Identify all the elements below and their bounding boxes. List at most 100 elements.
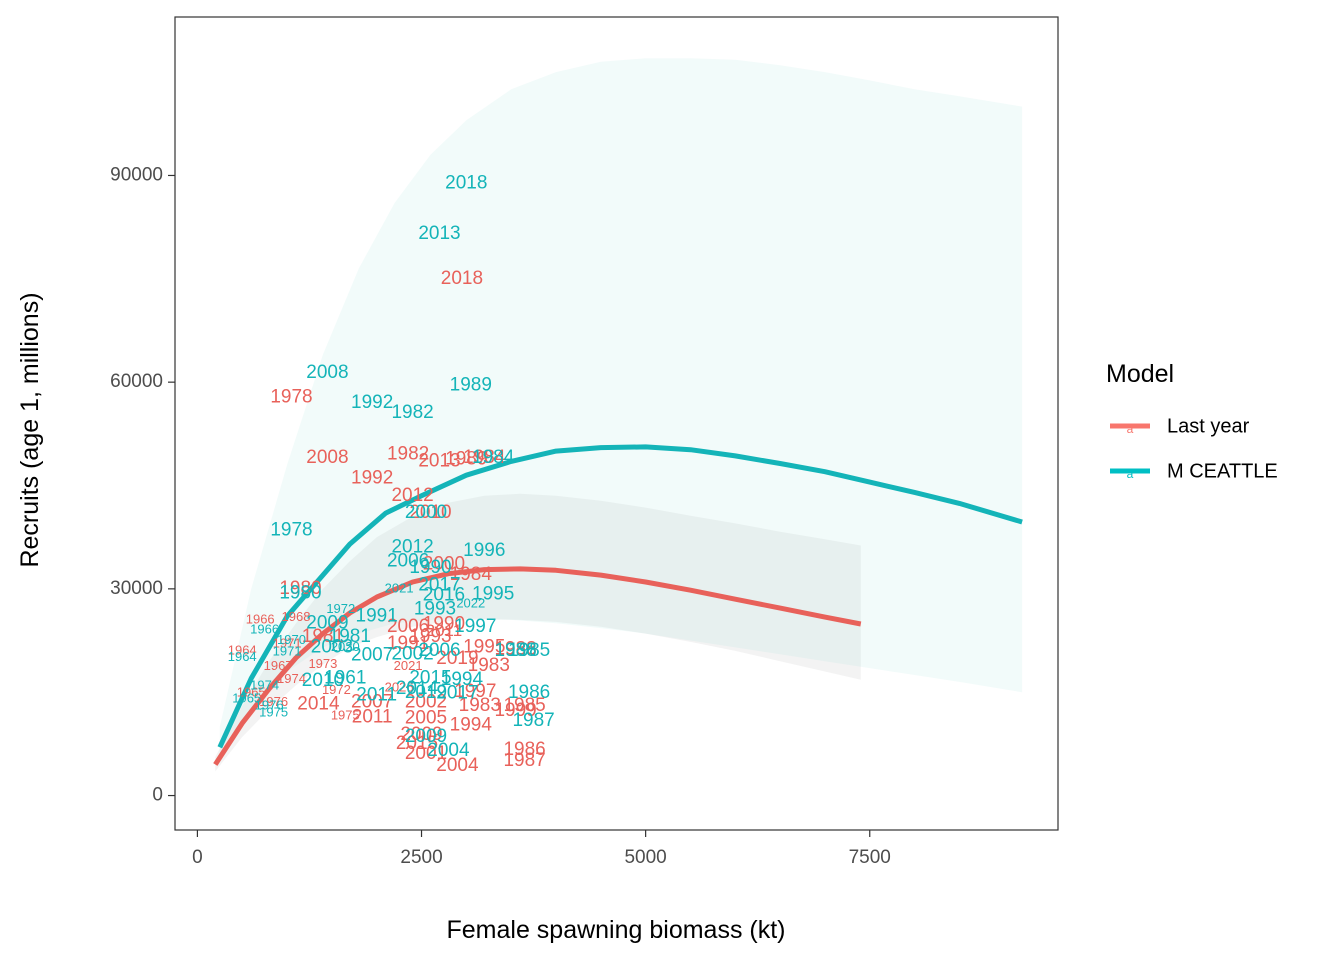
m-ceattle-year-label: 2006 (387, 550, 429, 571)
m-ceattle-year-label: 1982 (391, 402, 433, 423)
m-ceattle-year-label: 2002 (391, 643, 433, 664)
y-axis: 0 30000 60000 90000 (110, 164, 175, 806)
legend: Model a Last year a M CEATTLE (1106, 360, 1278, 482)
x-tick-label: 5000 (624, 847, 666, 868)
m-ceattle-year-label: 1986 (508, 682, 550, 703)
m-ceattle-year-label: 1994 (441, 669, 484, 690)
x-tick-label: 7500 (849, 847, 891, 868)
m-ceattle-year-label: 2009 (306, 612, 348, 633)
last-year-year-label: 1971 (273, 635, 302, 650)
m-ceattle-year-label: 1978 (270, 519, 312, 540)
m-ceattle-year-label: 1980 (279, 583, 321, 604)
last-year-year-label: 1983 (459, 695, 501, 716)
last-year-year-label: 1978 (270, 386, 312, 407)
last-year-year-label: 1984 (463, 447, 506, 468)
last-year-year-label: 2021 (394, 658, 423, 673)
last-year-year-label: 1967 (264, 658, 293, 673)
last-year-year-label: 2000 (423, 554, 465, 575)
m-ceattle-year-label: 2019 (405, 682, 447, 703)
last-year-year-label: 2011 (352, 707, 393, 728)
m-ceattle-year-label: 2017 (436, 683, 478, 704)
last-year-year-label: 2009 (400, 724, 442, 745)
last-year-year-label: 1965 (237, 684, 266, 699)
last-year-year-label: 1985 (503, 695, 545, 716)
last-year-year-label: 1972 (322, 682, 351, 697)
m-ceattle-year-label: 1988 (494, 640, 536, 661)
last-year-year-label: 1983 (468, 655, 510, 676)
last-year-year-label: 1976 (259, 694, 288, 709)
m-ceattle-year-label: 2014 (396, 678, 439, 699)
x-axis: 0 2500 5000 7500 (192, 830, 891, 868)
last-year-year-label: 2012 (391, 485, 433, 506)
y-tick-label: 60000 (110, 371, 163, 392)
y-tick-label: 30000 (110, 578, 163, 599)
m-ceattle-year-label: 1965 (232, 691, 261, 706)
last-year-year-label: 1974 (277, 671, 306, 686)
legend-entries: a Last year a M CEATTLE (1110, 415, 1278, 482)
m-ceattle-year-label: 1964 (228, 649, 257, 664)
last-year-year-label: 2002 (405, 692, 447, 713)
fitted-curves (213, 444, 1023, 766)
y-tick-label: 90000 (110, 164, 163, 185)
m-ceattle-year-label: 2003 (311, 636, 353, 657)
panel-background (175, 17, 1058, 830)
m-ceattle-year-label: 2016 (423, 585, 465, 606)
last-year-year-label: 2018 (441, 268, 483, 289)
x-axis-title: Female spawning biomass (kt) (446, 916, 785, 944)
confidence-ribbons (215, 58, 1023, 772)
panel-border (174, 16, 1059, 831)
last-year-year-label: 1993 (409, 626, 451, 647)
last-year-curve (213, 566, 862, 766)
x-tick-label: 2500 (400, 847, 442, 868)
legend-key-glyph: a (1127, 467, 1134, 481)
last-year-year-label: 2004 (436, 755, 479, 776)
m-ceattle-year-label: 1987 (512, 710, 554, 731)
m-ceattle-year-label: 2010 (302, 670, 344, 691)
m-ceattle-year-label: 1972 (326, 601, 355, 616)
m-ceattle-curve (217, 444, 1023, 749)
m-ceattle-year-label: 1975 (259, 704, 288, 719)
m-ceattle-year-label: 1992 (351, 392, 393, 413)
m-ceattle-year-label: 2021 (385, 580, 414, 595)
last-year-ribbon (215, 493, 861, 772)
last-year-year-label: 1966 (246, 611, 275, 626)
m-ceattle-year-label: 2012 (391, 537, 433, 558)
m-ceattle-year-label: 2000 (405, 502, 447, 523)
last-year-year-label: 2019 (436, 648, 478, 669)
m-ceattle-year-label: 1997 (454, 616, 496, 637)
m-ceattle-year-label: 2004 (427, 740, 470, 761)
m-ceattle-year-label: 2009 (405, 726, 447, 747)
last-year-year-label: 2006 (387, 616, 429, 637)
m-ceattle-year-label: 2011 (356, 685, 397, 706)
last-year-year-label: 1990 (423, 614, 465, 635)
y-tick-label: 0 (152, 785, 163, 806)
m-ceattle-year-label: 1990 (409, 557, 451, 578)
legend-entry-label: Last year (1167, 415, 1250, 437)
last-year-year-label: 2026 (385, 680, 414, 695)
last-year-year-label: 1964 (228, 642, 257, 657)
m-ceattle-ribbon (219, 58, 1023, 758)
last-year-year-label: 1968 (282, 609, 311, 624)
legend-key-glyph: a (1127, 422, 1134, 436)
last-year-year-label: 2015 (396, 733, 438, 754)
last-year-year-label: 1997 (454, 681, 496, 702)
last-year-year-label: 1988 (494, 639, 536, 660)
m-ceattle-year-label: 1981 (329, 626, 371, 647)
last-year-year-label: 1994 (450, 714, 493, 735)
last-year-year-label: 2007 (351, 692, 393, 713)
m-ceattle-year-label: 2008 (306, 362, 348, 383)
m-ceattle-year-label: 1996 (463, 540, 505, 561)
m-ceattle-year-label: 2020 (331, 639, 360, 654)
last-year-year-label: 1992 (351, 468, 393, 489)
last-year-year-label: 1980 (279, 578, 321, 599)
m-ceattle-year-label: 1966 (250, 622, 279, 637)
last-year-year-label: 1975 (331, 708, 360, 723)
last-year-year-label: 1973 (308, 656, 337, 671)
m-ceattle-year-label: 2015 (409, 667, 451, 688)
last-year-year-label: 2005 (405, 707, 447, 728)
legend-title: Model (1106, 360, 1174, 388)
last-year-year-label: 1982 (387, 444, 429, 465)
m-ceattle-year-label: 1989 (450, 375, 492, 396)
